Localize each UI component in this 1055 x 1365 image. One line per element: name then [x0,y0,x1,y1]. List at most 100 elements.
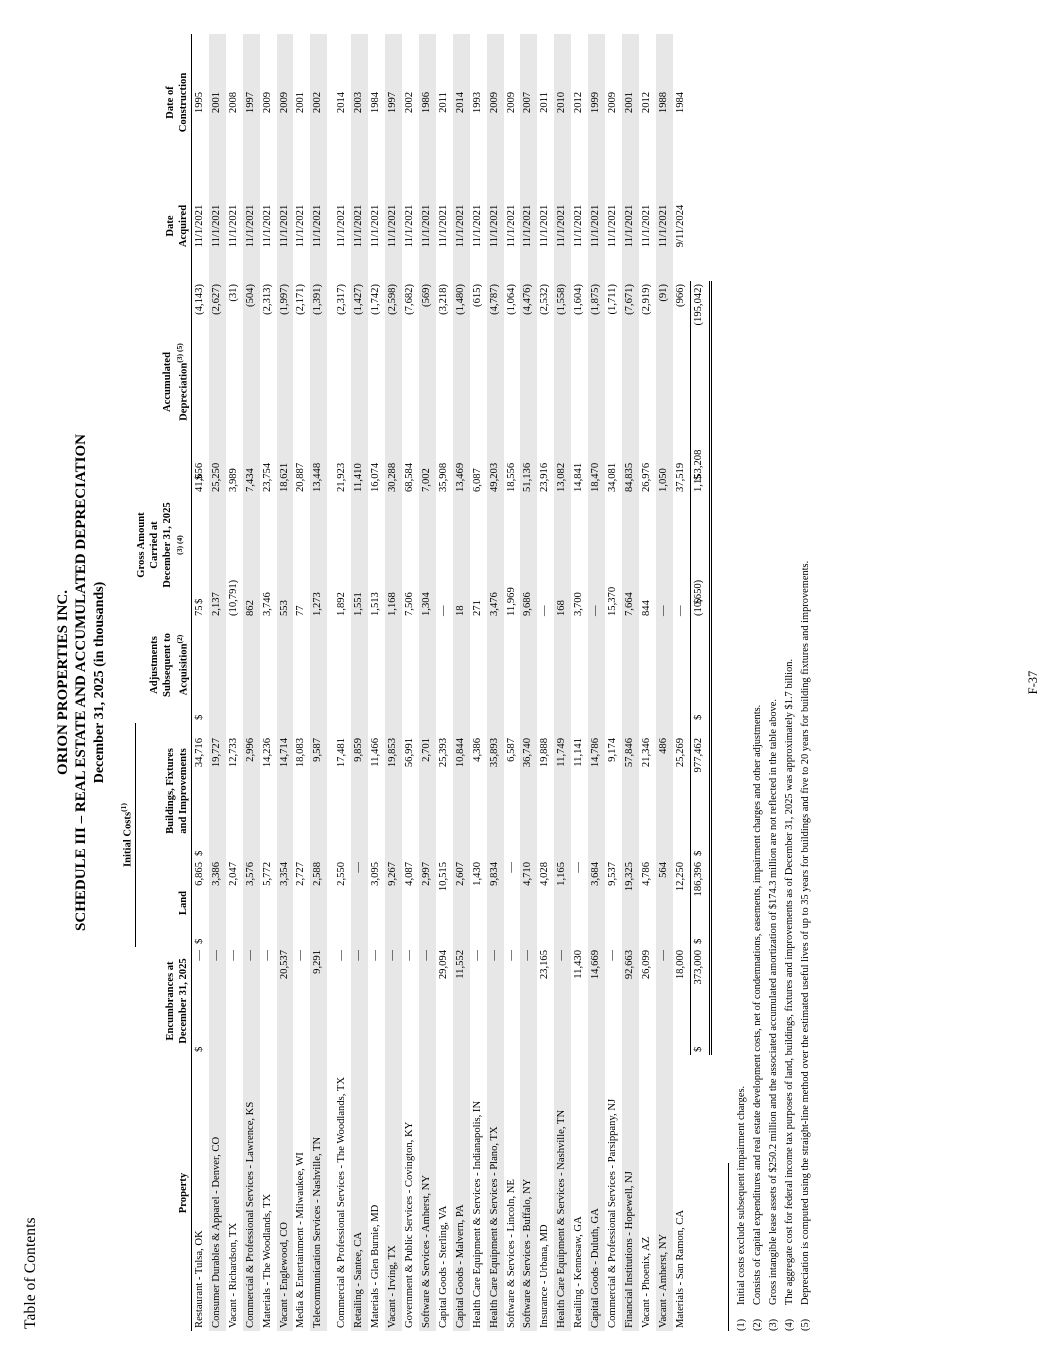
company-name: ORION PROPERTIES INC. [55,590,71,775]
cell-property: Health Care Equipment & Services - India… [471,1100,483,1328]
cell-property: Commercial & Professional Services - The… [336,1076,348,1328]
cell-adjustments: (10,791) [227,579,239,616]
table-row: Retailing - Santee, CA — — 9,859 1,551 11,410… [351,34,369,1331]
cell-property: Vacant - Richardson, TX [227,1222,239,1328]
cell-adjustments-currency [639,619,656,723]
cell-buildings: 4,386 [471,738,483,762]
cell-accumulated-depreciation: (2,919) [640,284,652,315]
cell-adjustments-currency [537,619,554,723]
cell-date-of-construction: 1986 [418,34,436,171]
cell-gross: 21,923 [336,462,348,492]
cell-accumulated-depreciation: (615) [471,284,483,307]
cell-property: Insurance - Urbana, MD [539,1224,551,1328]
cell-buildings-pad [655,723,673,735]
cell-land-currency [276,935,294,947]
cell-property: Materials - The Woodlands, TX [261,1193,273,1328]
cell-adjustments-currency [310,619,328,723]
cell-buildings-currency [226,847,243,859]
cell-buildings-currency [504,847,521,859]
cell-encumbrances-currency [242,1043,260,1055]
cell-property: Vacant - Irving, TX [385,1055,403,1331]
cell-encumbrances-currency [537,1043,554,1055]
cell-buildings-pad [622,723,639,735]
cell-encumbrances: — [404,950,416,961]
cell-encumbrances-currency [452,1043,470,1055]
footnote-3: (3) Gross intangible lease assets of $250… [767,34,781,1331]
cell-gross-currency [520,495,538,607]
cell-buildings-currency [385,847,403,859]
cell-date-of-construction: 1997 [242,34,260,171]
cell-buildings-pad [351,723,369,735]
cell-gross-currency [208,495,226,607]
cell-adjustments-currency [208,619,226,723]
cell-land-currency [334,935,351,947]
cell-encumbrances: 29,094 [437,950,449,980]
cell-land: 1,165 [554,859,572,935]
cell-buildings-pad [276,723,294,735]
cell-date-acquired: 9/11/2024 [675,204,687,248]
table-row: Commercial & Professional Services - The… [334,34,351,1331]
cell-adjustments: 7,506 [404,592,416,616]
footnote-marker: (5) [799,1318,811,1331]
cell-accumulated-depreciation: (2,313) [261,284,273,315]
footnote-text: Initial costs exclude subsequent impairm… [735,1085,747,1305]
cell-buildings: 56,991 [404,738,416,768]
table-of-contents-link[interactable]: Table of Contents [22,1217,39,1329]
cell-buildings: 19,888 [539,738,551,768]
cell-buildings: 10,844 [452,735,470,847]
cell-land-currency: $ [193,938,205,944]
cell-gross: 20,887 [295,462,307,492]
cell-adjustments-currency [605,619,622,723]
cell-land: 2,997 [418,859,436,935]
cell-adjustments-currency [554,619,572,723]
table-row: Health Care Equipment & Services - Plano… [486,34,504,1331]
cell-land: — [505,862,517,873]
cell-date-acquired: 11/1/2021 [310,171,328,281]
cell-accumulated-depreciation: (2,598) [385,281,403,377]
cell-adjustments-currency [242,619,260,723]
cell-adjustments: 1,551 [351,592,369,619]
cell-gross-currency [436,495,453,607]
cell-date-acquired: 11/1/2021 [471,204,483,248]
cell-gross-currency [334,495,351,607]
cell-property: Commercial & Professional Services - Law… [242,1055,260,1331]
cell-land: 2,550 [336,862,348,886]
cell-date-of-construction: 1984 [370,91,382,114]
cell-date-acquired: 11/1/2021 [404,204,416,248]
cell-adjustments-currency [520,619,538,723]
cell-land-currency [436,935,453,947]
cell-gross: 25,250 [208,463,226,495]
cell-property: Commercial & Professional Services - Par… [607,1098,619,1328]
cell-adjustments-currency [402,619,419,723]
cell-property: Capital Goods - Sterling, VA [437,1205,449,1328]
cell-adjustments-currency [276,619,294,723]
cell-adjustments-currency [436,619,453,723]
cell-encumbrances-currency [208,1043,226,1055]
cell-gross: 37,519 [674,462,686,492]
cell-buildings-currency [242,847,260,859]
cell-buildings-currency [537,847,554,859]
cell-date-acquired: 11/1/2021 [622,171,639,281]
cell-adjustments: 11,969 [505,587,517,616]
cell-date-of-construction: 2001 [622,34,639,171]
cell-date-of-construction: 2012 [573,91,585,114]
cell-adjustments: 15,370 [607,586,619,616]
cell-adjustments: 77 [295,605,307,616]
cell-date-acquired: 11/1/2021 [193,204,205,248]
cell-buildings-currency [310,847,328,859]
cell-buildings-currency [436,847,453,859]
cell-encumbrances: — [505,950,517,961]
cell-buildings-currency [639,847,656,859]
cell-encumbrances-currency [571,1043,588,1055]
cell-date-acquired: 11/1/2021 [418,171,436,281]
cell-adjustments-currency [293,619,310,723]
cell-accumulated-depreciation: (1,391) [310,281,328,377]
cell-date-acquired: 11/1/2021 [554,171,572,281]
cell-land: 4,087 [404,862,416,886]
cell-encumbrances-currency [334,1043,351,1055]
cell-date-of-construction: 2009 [276,34,294,171]
cell-date-acquired: 11/1/2021 [520,171,538,281]
cell-buildings-pad [537,723,554,735]
totals-body: $373,000 $186,396 $977,462 $ (10,650) $1,153,… [690,34,711,1331]
cell-property: Restaurant - Tulsa, OK [193,1230,205,1328]
